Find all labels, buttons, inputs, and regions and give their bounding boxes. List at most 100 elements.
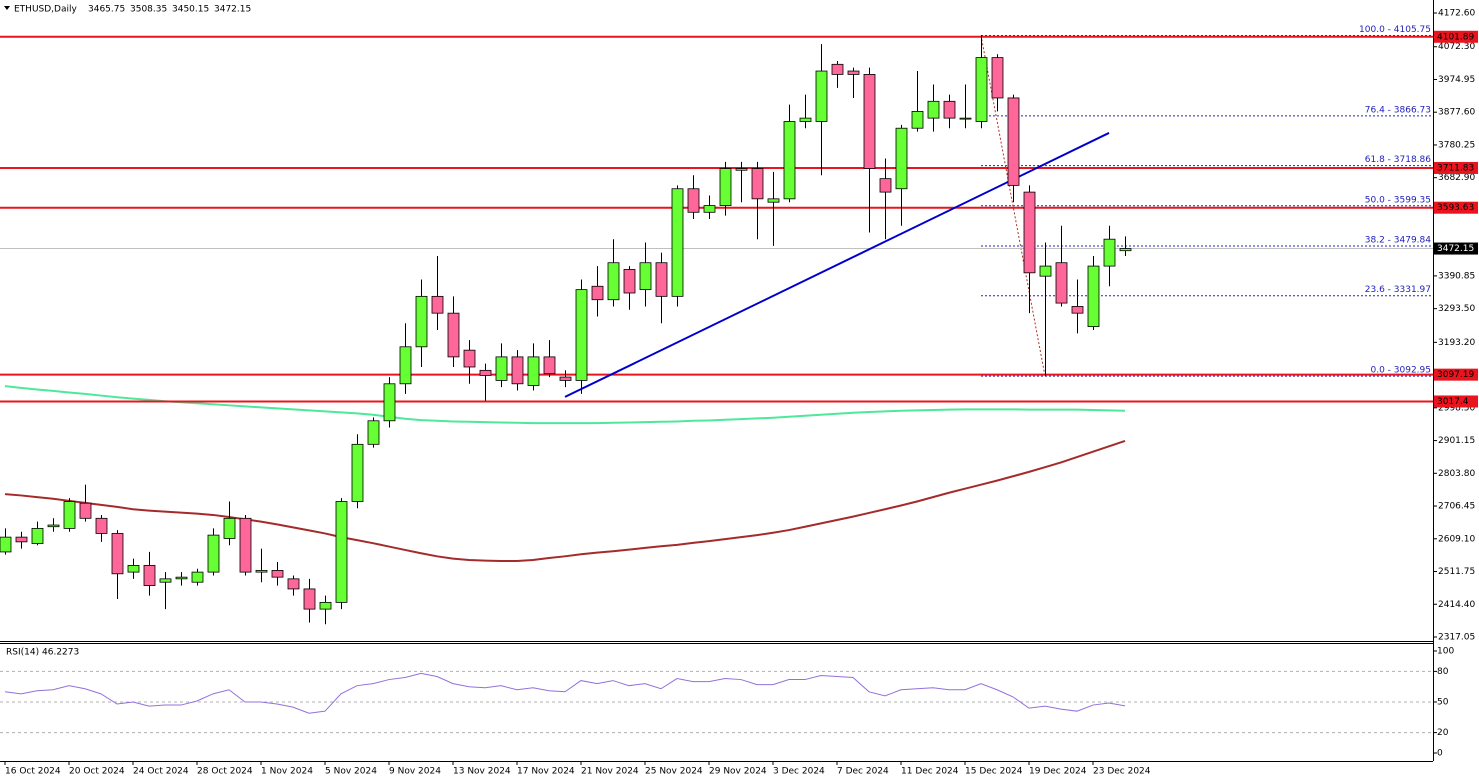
candle-body xyxy=(223,517,236,539)
fib-level-label: 61.8 - 3718.86 xyxy=(1365,155,1431,165)
candle-body xyxy=(975,57,988,122)
x-tick-label: 25 Nov 2024 xyxy=(645,767,703,777)
x-tick-label: 29 Nov 2024 xyxy=(709,767,767,777)
x-tick-label: 24 Oct 2024 xyxy=(133,767,189,777)
candle-body xyxy=(431,295,444,314)
y-tick-label: 2414.40 xyxy=(1438,600,1475,610)
candle-body xyxy=(351,443,364,502)
current-price-label: 3472.15 xyxy=(1437,244,1474,254)
price-label-box xyxy=(1434,201,1478,214)
candle-body xyxy=(463,349,476,368)
x-tick-label: 15 Dec 2024 xyxy=(965,767,1023,777)
x-tick-label: 28 Oct 2024 xyxy=(197,767,253,777)
candle-body xyxy=(959,117,972,120)
candle-body xyxy=(607,262,620,301)
y-tick-label: 2901.15 xyxy=(1438,436,1475,446)
y-tick-label: 2609.10 xyxy=(1438,534,1475,544)
candle-body xyxy=(319,601,332,610)
candle-body xyxy=(95,517,108,534)
y-tick-label: 2706.45 xyxy=(1438,502,1475,512)
candle-body xyxy=(207,534,220,573)
y-tick-label: 4072.30 xyxy=(1438,42,1475,52)
candle-body xyxy=(703,205,716,213)
rsi-tick-label: 100 xyxy=(1437,647,1454,657)
rsi-tick-label: 80 xyxy=(1437,667,1449,677)
candle-body xyxy=(751,168,764,200)
x-tick-label: 3 Dec 2024 xyxy=(773,767,825,777)
candle-body xyxy=(367,420,380,445)
y-tick-label: 2998.50 xyxy=(1438,403,1475,413)
candle-body xyxy=(79,502,92,519)
ohlc-close: 3472.15 xyxy=(214,5,251,15)
candle-body xyxy=(143,564,156,586)
y-tick-label: 3293.50 xyxy=(1438,304,1475,314)
candle-body xyxy=(287,578,300,590)
candle-body xyxy=(399,346,412,385)
y-tick-label: 3974.95 xyxy=(1438,75,1475,85)
candle-body xyxy=(479,369,492,376)
chart-title: ETHUSD,Daily xyxy=(14,5,77,15)
candle-body xyxy=(303,588,316,610)
candle-body xyxy=(239,517,252,573)
candle-body xyxy=(47,524,60,528)
candle-body xyxy=(511,356,524,385)
symbol-menu-icon[interactable] xyxy=(4,6,10,10)
candle-body xyxy=(927,100,940,119)
y-tick-label: 2317.05 xyxy=(1438,633,1475,643)
candle-body xyxy=(31,527,44,544)
x-tick-label: 20 Oct 2024 xyxy=(69,767,125,777)
x-tick-label: 16 Oct 2024 xyxy=(5,767,61,777)
candle-body xyxy=(911,110,924,129)
candle-body xyxy=(863,74,876,169)
candle-body xyxy=(63,501,76,529)
candle-body xyxy=(799,117,812,122)
current-price-box xyxy=(1434,242,1478,255)
fib-level-label: 76.4 - 3866.73 xyxy=(1365,105,1431,115)
candle-body xyxy=(783,121,796,200)
candle-body xyxy=(495,356,508,381)
moving-average-line xyxy=(4,385,1126,425)
plot-area xyxy=(0,34,1433,625)
candle-body xyxy=(815,70,828,122)
candle-body xyxy=(1055,262,1068,304)
rsi-line xyxy=(4,672,1126,714)
candle-body xyxy=(847,70,860,75)
y-tick-label: 3390.85 xyxy=(1438,271,1475,281)
x-tick-label: 5 Nov 2024 xyxy=(325,767,377,777)
fib-level-label: 23.6 - 3331.97 xyxy=(1365,285,1431,295)
candle-body xyxy=(383,383,396,422)
candle-body xyxy=(1119,248,1132,252)
candle-body xyxy=(191,571,204,583)
candle-body xyxy=(127,564,140,573)
ohlc-low: 3450.15 xyxy=(172,5,209,15)
x-tick-label: 9 Nov 2024 xyxy=(389,767,441,777)
moving-average-line xyxy=(4,440,1126,563)
candle-body xyxy=(879,178,892,193)
candle-body xyxy=(1071,306,1084,314)
candle-body xyxy=(447,312,460,358)
price-label-box xyxy=(1434,368,1478,381)
y-tick-label: 3877.60 xyxy=(1438,108,1475,118)
candle-body xyxy=(591,285,604,301)
x-tick-label: 13 Nov 2024 xyxy=(453,767,511,777)
rsi-tick-label: 0 xyxy=(1437,749,1443,759)
candle-body xyxy=(543,356,556,375)
candle-body xyxy=(111,533,124,575)
x-tick-label: 1 Nov 2024 xyxy=(261,767,313,777)
candle-body xyxy=(655,262,668,297)
y-tick-label: 3193.20 xyxy=(1438,338,1475,348)
x-tick-label: 23 Dec 2024 xyxy=(1093,767,1151,777)
price-label-box xyxy=(1434,161,1478,174)
price-label: 3711.83 xyxy=(1437,163,1474,173)
candle-body xyxy=(767,198,780,203)
rsi-value: 46.2273 xyxy=(42,648,79,658)
x-tick-label: 19 Dec 2024 xyxy=(1029,767,1087,777)
candle-body xyxy=(991,57,1004,99)
fib-level-label: 50.0 - 3599.35 xyxy=(1365,195,1431,205)
y-tick-label: 3780.25 xyxy=(1438,140,1475,150)
x-tick-label: 11 Dec 2024 xyxy=(901,767,959,777)
candle-body xyxy=(1103,238,1116,267)
candle-body xyxy=(527,356,540,386)
candle-body xyxy=(175,576,188,580)
